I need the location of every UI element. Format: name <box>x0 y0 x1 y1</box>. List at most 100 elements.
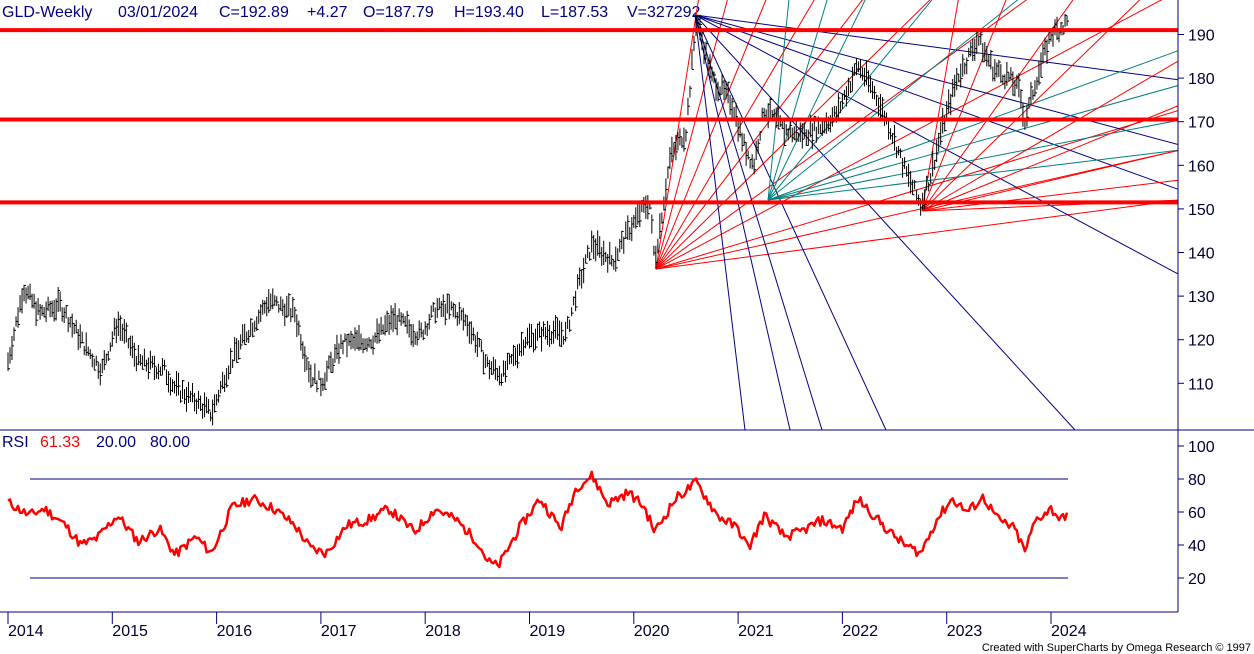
fan-line-blue <box>694 14 1178 190</box>
price-bar <box>900 148 903 159</box>
price-bar <box>683 127 686 152</box>
price-bar <box>350 330 353 350</box>
price-bar <box>1034 80 1037 97</box>
price-bar <box>565 321 568 342</box>
price-bar <box>1026 105 1029 127</box>
price-bar <box>153 355 157 381</box>
price-bar <box>35 301 39 327</box>
price-bar <box>292 296 295 318</box>
price-bar <box>119 315 123 341</box>
fan-line-blue <box>694 14 1076 430</box>
price-bar <box>107 351 111 361</box>
price-bar <box>141 355 145 370</box>
price-tick-label: 160 <box>1188 158 1215 175</box>
price-bar <box>512 344 516 367</box>
year-tick-label: 2014 <box>8 623 44 640</box>
price-bar <box>569 319 572 333</box>
price-bar <box>685 129 688 142</box>
rsi-axis: 20 40 60 80 100 <box>1178 439 1215 588</box>
fan-line-red <box>655 199 1178 270</box>
price-bar <box>689 85 692 98</box>
price-bar <box>504 360 508 383</box>
price-bar <box>928 182 931 192</box>
price-bar <box>587 245 590 259</box>
price-bar <box>218 389 221 403</box>
price-bar <box>1040 52 1043 78</box>
rsi-lower-band-value: 20.00 <box>96 434 136 451</box>
price-bar <box>705 41 709 60</box>
price-bar <box>611 254 614 267</box>
price-bar <box>801 123 805 149</box>
price-bar <box>904 157 907 169</box>
year-tick-label: 2018 <box>425 623 461 640</box>
price-bar <box>679 128 682 146</box>
price-bar <box>230 348 233 374</box>
price-bar <box>342 340 345 355</box>
price-bar <box>332 358 335 373</box>
rsi-tick-label: 100 <box>1188 439 1215 456</box>
rsi-line <box>7 470 1069 569</box>
price-bar <box>432 301 436 313</box>
fan-line-red <box>921 179 1178 212</box>
fan-line-blue <box>694 14 887 430</box>
price-bar <box>91 353 95 368</box>
price-bar <box>480 340 484 353</box>
price-bar <box>655 245 658 270</box>
price-bar <box>753 158 757 175</box>
price-bar <box>940 122 943 146</box>
price-bar <box>1046 39 1049 65</box>
price-bar <box>990 49 993 70</box>
header-low: L=187.53 <box>541 4 608 21</box>
year-tick-label: 2020 <box>634 623 670 640</box>
price-bar <box>286 295 289 318</box>
price-bar <box>324 372 327 390</box>
price-bar <box>589 251 592 261</box>
price-bar <box>23 284 27 302</box>
price-bar <box>444 303 448 326</box>
price-bar <box>298 320 301 336</box>
price-bar <box>1066 15 1070 26</box>
header-volume: V=327292 <box>627 4 701 21</box>
fan-line-teal <box>767 85 1178 201</box>
price-bar <box>472 327 476 341</box>
price-bar <box>535 328 538 350</box>
fan-line-teal <box>767 0 1019 201</box>
price-bar <box>873 85 877 100</box>
price-bar <box>248 329 251 344</box>
price-bar <box>177 372 181 396</box>
header-change: +4.27 <box>307 4 348 21</box>
header-symbol: GLD-Weekly <box>2 4 92 21</box>
year-tick-label: 2023 <box>947 623 983 640</box>
price-bar <box>811 123 815 150</box>
price-bar <box>561 322 564 348</box>
price-bar <box>482 351 486 375</box>
header-close: C=192.89 <box>219 4 289 21</box>
price-bar <box>789 120 793 138</box>
price-bar <box>133 342 137 367</box>
price-bar <box>727 81 731 104</box>
price-bar <box>1064 14 1068 27</box>
price-bar <box>717 81 721 102</box>
price-tick-label: 150 <box>1188 202 1215 219</box>
price-bar <box>665 178 668 203</box>
price-bar <box>555 314 558 339</box>
price-bar <box>412 324 416 348</box>
rsi-label: RSI <box>2 434 29 451</box>
price-bar <box>306 357 309 371</box>
price-bar <box>268 289 271 313</box>
fan-line-red <box>921 60 1178 212</box>
price-bar <box>163 359 167 371</box>
price-bar <box>442 294 446 318</box>
price-bar <box>111 331 115 347</box>
price-bar <box>831 107 835 127</box>
fan-line-teal <box>767 149 1178 201</box>
price-bar <box>167 371 171 393</box>
price-bar <box>691 49 694 70</box>
fan-line-red <box>655 149 1178 270</box>
price-bar <box>17 307 21 328</box>
gann-fan-lines <box>655 0 1178 430</box>
price-bar <box>244 323 247 346</box>
price-bar <box>661 212 664 224</box>
price-bar <box>747 150 751 160</box>
price-bar <box>65 305 69 319</box>
